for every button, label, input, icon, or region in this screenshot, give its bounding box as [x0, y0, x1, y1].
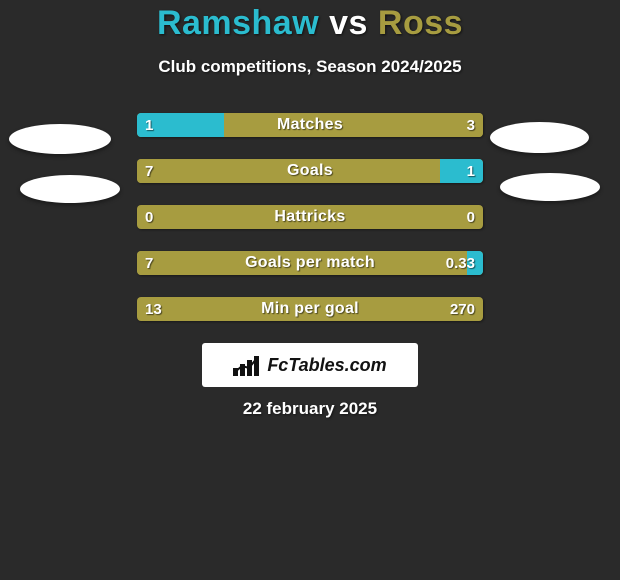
stat-row: 70.33Goals per match	[137, 251, 483, 275]
player2-name: Ross	[378, 4, 463, 42]
chart-icon	[233, 354, 261, 376]
decorative-oval	[500, 173, 600, 201]
decorative-oval	[490, 122, 589, 153]
stat-row: 13270Min per goal	[137, 297, 483, 321]
stat-rows: 13Matches 71Goals 00Hattricks 70.33Goals pe…	[137, 113, 483, 321]
date-text: 22 february 2025	[0, 399, 620, 419]
stats-arena: 13Matches 71Goals 00Hattricks 70.33Goals pe…	[0, 113, 620, 321]
stat-label: Matches	[137, 113, 483, 137]
page-title: Ramshaw vs Ross	[0, 4, 620, 43]
stat-label: Goals per match	[137, 251, 483, 275]
stat-label: Goals	[137, 159, 483, 183]
subtitle: Club competitions, Season 2024/2025	[0, 57, 620, 77]
stat-label: Hattricks	[137, 205, 483, 229]
stat-row: 13Matches	[137, 113, 483, 137]
stat-label: Min per goal	[137, 297, 483, 321]
decorative-oval	[9, 124, 111, 154]
decorative-oval	[20, 175, 120, 203]
comparison-card: Ramshaw vs Ross Club competitions, Seaso…	[0, 0, 620, 419]
player1-name: Ramshaw	[157, 4, 319, 42]
stat-row: 00Hattricks	[137, 205, 483, 229]
brand-text: FcTables.com	[267, 355, 386, 376]
brand-logo: FcTables.com	[202, 343, 418, 387]
stat-row: 71Goals	[137, 159, 483, 183]
vs-text: vs	[329, 4, 368, 42]
